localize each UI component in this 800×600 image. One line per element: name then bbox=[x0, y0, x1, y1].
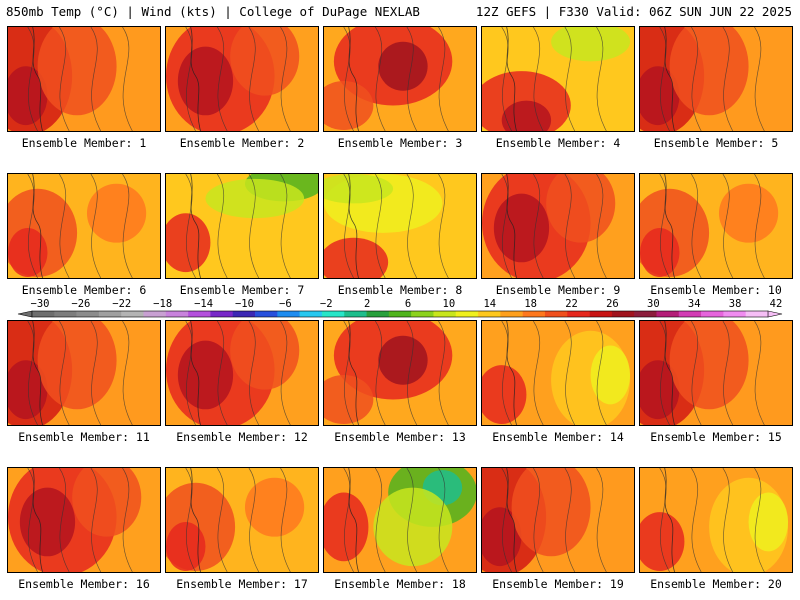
colorbar-swatch bbox=[723, 311, 746, 317]
colorbar-swatch bbox=[500, 311, 523, 317]
ensemble-member-label: Ensemble Member: 7 bbox=[179, 283, 305, 297]
ensemble-member-label: Ensemble Member: 2 bbox=[179, 136, 305, 150]
ensemble-map-panel bbox=[639, 173, 793, 279]
ensemble-map-panel bbox=[7, 467, 161, 573]
ensemble-map-panel bbox=[639, 467, 793, 573]
ensemble-map-panel bbox=[481, 173, 635, 279]
colorbar-swatch bbox=[121, 311, 144, 317]
colorbar-tick-label: 38 bbox=[729, 298, 742, 310]
ensemble-map-panel bbox=[323, 173, 477, 279]
ensemble-member-label: Ensemble Member: 19 bbox=[492, 577, 624, 591]
colorbar-tick-label: 22 bbox=[565, 298, 578, 310]
ensemble-map-panel bbox=[165, 173, 319, 279]
colorbar-swatch bbox=[210, 311, 234, 317]
colorbar-swatch bbox=[188, 311, 211, 317]
ensemble-member-label: Ensemble Member: 12 bbox=[176, 430, 308, 444]
colorbar-swatch bbox=[98, 311, 122, 317]
ensemble-map-panel bbox=[639, 320, 793, 426]
colorbar-swatch bbox=[611, 311, 635, 317]
ensemble-map-panel bbox=[165, 467, 319, 573]
colorbar-tick-label: 42 bbox=[770, 298, 783, 310]
ensemble-map-panel bbox=[7, 320, 161, 426]
temperature-colorbar: −30 −26 −22 −18 −14 −10 −6 −2 2 6 10 14 18 22 26 30 34 38… bbox=[17, 298, 783, 318]
colorbar-swatch bbox=[589, 311, 613, 317]
header-title: 850mb Temp (°C) | Wind (kts) | College o… bbox=[6, 4, 420, 19]
ensemble-member-label: Ensemble Member: 9 bbox=[495, 283, 621, 297]
colorbar-tick-label: 26 bbox=[606, 298, 619, 310]
colorbar-swatch bbox=[321, 311, 345, 317]
ensemble-member-label: Ensemble Member: 1 bbox=[21, 136, 147, 150]
colorbar-swatch bbox=[143, 311, 167, 317]
colorbar-swatch bbox=[277, 311, 300, 317]
ensemble-map-panel bbox=[323, 467, 477, 573]
ensemble-map-panel bbox=[639, 26, 793, 132]
colorbar-swatch bbox=[634, 311, 657, 317]
colorbar-tick-label: −30 bbox=[31, 298, 50, 310]
ensemble-map-panel bbox=[165, 26, 319, 132]
colorbar-swatch bbox=[54, 311, 77, 317]
header-valid-time: 12Z GEFS | F330 Valid: 06Z SUN JUN 22 20… bbox=[475, 4, 792, 19]
ensemble-map-panel bbox=[481, 467, 635, 573]
ensemble-member-label: Ensemble Member: 15 bbox=[650, 430, 782, 444]
colorbar-tick-label: 30 bbox=[647, 298, 660, 310]
ensemble-member-label: Ensemble Member: 11 bbox=[18, 430, 150, 444]
ensemble-map-panel bbox=[165, 320, 319, 426]
colorbar-swatch bbox=[745, 311, 769, 317]
colorbar-swatch bbox=[522, 311, 546, 317]
ensemble-member-label: Ensemble Member: 4 bbox=[495, 136, 621, 150]
ensemble-map-panel bbox=[7, 26, 161, 132]
colorbar-swatch bbox=[567, 311, 590, 317]
ensemble-member-label: Ensemble Member: 14 bbox=[492, 430, 624, 444]
ensemble-map-panel bbox=[481, 26, 635, 132]
colorbar-swatch bbox=[656, 311, 680, 317]
colorbar-swatch bbox=[255, 311, 278, 317]
colorbar-swatch bbox=[544, 311, 568, 317]
colorbar-swatch bbox=[165, 311, 189, 317]
colorbar-tick-label: −26 bbox=[71, 298, 90, 310]
colorbar-swatch bbox=[411, 311, 434, 317]
colorbar-tick-label: −6 bbox=[279, 298, 292, 310]
colorbar-tick-label: −2 bbox=[320, 298, 333, 310]
ensemble-member-label: Ensemble Member: 8 bbox=[337, 283, 463, 297]
ensemble-member-label: Ensemble Member: 5 bbox=[653, 136, 779, 150]
ensemble-map-panel bbox=[7, 173, 161, 279]
colorbar-swatch bbox=[455, 311, 479, 317]
colorbar-tick-label: 10 bbox=[443, 298, 456, 310]
ensemble-map-panel bbox=[323, 26, 477, 132]
colorbar-tick-label: 18 bbox=[524, 298, 537, 310]
ensemble-member-label: Ensemble Member: 17 bbox=[176, 577, 308, 591]
colorbar-swatch bbox=[344, 311, 367, 317]
ensemble-member-label: Ensemble Member: 20 bbox=[650, 577, 782, 591]
colorbar-tick-label: 34 bbox=[688, 298, 701, 310]
colorbar-swatch bbox=[678, 311, 702, 317]
colorbar-swatch bbox=[701, 311, 724, 317]
ensemble-member-label: Ensemble Member: 16 bbox=[18, 577, 150, 591]
colorbar-swatch bbox=[366, 311, 390, 317]
ensemble-member-label: Ensemble Member: 10 bbox=[650, 283, 782, 297]
ensemble-map-panel bbox=[481, 320, 635, 426]
colorbar-tick-label: 6 bbox=[405, 298, 411, 310]
colorbar-swatch bbox=[232, 311, 256, 317]
colorbar-swatch bbox=[76, 311, 100, 317]
colorbar-tick-label: 14 bbox=[483, 298, 496, 310]
colorbar-tick-label: 2 bbox=[364, 298, 370, 310]
colorbar-swatch bbox=[433, 311, 457, 317]
colorbar-swatch bbox=[478, 311, 501, 317]
colorbar-swatch bbox=[299, 311, 323, 317]
colorbar-swatch bbox=[32, 311, 55, 317]
ensemble-member-label: Ensemble Member: 6 bbox=[21, 283, 147, 297]
colorbar-tick-label: −18 bbox=[153, 298, 172, 310]
colorbar-tick-label: −10 bbox=[235, 298, 254, 310]
ensemble-member-label: Ensemble Member: 3 bbox=[337, 136, 463, 150]
colorbar-swatch bbox=[388, 311, 412, 317]
colorbar-tick-label: −14 bbox=[194, 298, 213, 310]
colorbar-tick-label: −22 bbox=[112, 298, 131, 310]
ensemble-member-label: Ensemble Member: 13 bbox=[334, 430, 466, 444]
ensemble-member-label: Ensemble Member: 18 bbox=[334, 577, 466, 591]
ensemble-map-panel bbox=[323, 320, 477, 426]
